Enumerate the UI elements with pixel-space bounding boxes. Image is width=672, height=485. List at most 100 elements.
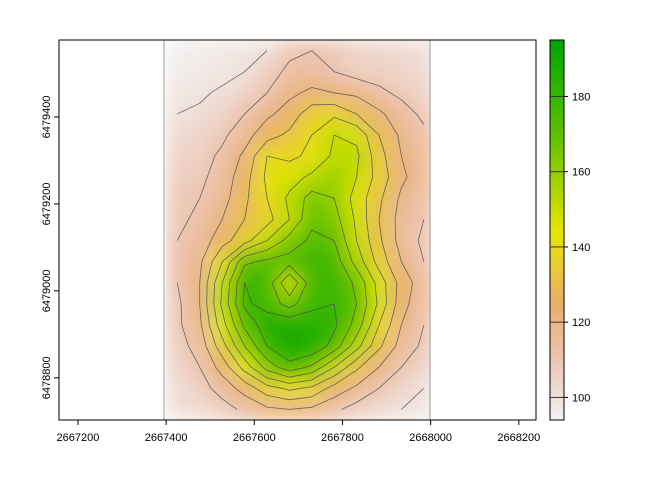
raster-cell (277, 123, 302, 147)
raster-cell (300, 377, 324, 400)
raster-cell (210, 356, 234, 379)
raster-cell (389, 166, 414, 189)
raster-cell (210, 229, 234, 252)
raster-cell (322, 40, 346, 62)
raster-cell (367, 81, 391, 104)
raster-cell (165, 166, 190, 189)
raster-cell (412, 398, 430, 420)
raster-cell (277, 40, 302, 62)
contour-line-150 (220, 134, 378, 384)
raster-cell (389, 377, 414, 400)
raster-cell (344, 335, 369, 358)
raster-cell (210, 81, 234, 104)
x-tick-label: 2667600 (233, 432, 276, 444)
raster-cell (165, 187, 190, 210)
raster-cell (277, 102, 302, 125)
raster-cell (300, 145, 324, 168)
raster-cell (232, 166, 257, 189)
raster-cell (412, 123, 430, 147)
raster-cell (389, 123, 414, 147)
raster-cell (232, 356, 257, 379)
raster-cell (255, 292, 279, 315)
raster-cell (188, 313, 212, 337)
raster-cell (344, 377, 369, 400)
raster-cell (165, 123, 190, 147)
raster-cell (412, 229, 430, 252)
raster-cell (188, 81, 212, 104)
raster-cell (300, 229, 324, 252)
raster-cell (412, 271, 430, 294)
raster-cell (210, 40, 234, 62)
raster-cell (232, 40, 257, 62)
raster-cell (210, 187, 234, 210)
raster-cell (255, 250, 279, 273)
contour-line-180 (242, 282, 338, 362)
raster-cell (188, 377, 212, 400)
raster-cell (255, 166, 279, 189)
raster-cell (367, 60, 391, 83)
raster-cell (255, 60, 279, 83)
raster-cell (367, 40, 391, 62)
raster-cell (412, 187, 430, 210)
contour-line-100 (177, 50, 425, 410)
raster-cell (210, 102, 234, 125)
raster-cell (277, 335, 302, 358)
raster-cell (367, 145, 391, 168)
legend-tick-label: 160 (572, 167, 590, 179)
legend-tick-label: 100 (572, 392, 590, 404)
raster-cell (322, 145, 346, 168)
y-axis: 6478800 6479000 6479200 6479400 (41, 96, 59, 399)
raster-cell (188, 102, 212, 125)
raster-cell (277, 145, 302, 168)
raster-cell (277, 271, 302, 294)
raster-cell (322, 166, 346, 189)
raster-cell (300, 60, 324, 83)
raster-cell (165, 377, 190, 400)
raster-cell (210, 313, 234, 337)
plot-frame (58, 39, 537, 421)
raster-cell (322, 398, 346, 420)
raster-cell (412, 145, 430, 168)
x-tick-label: 2667400 (145, 432, 188, 444)
raster-cell (322, 271, 346, 294)
raster-cell (412, 250, 430, 273)
raster-cell (277, 187, 302, 210)
raster-cell (367, 356, 391, 379)
raster-cell (277, 313, 302, 337)
raster-cell (232, 271, 257, 294)
raster-cell (344, 123, 369, 147)
raster-cell (367, 398, 391, 420)
raster-cell (165, 398, 190, 420)
raster-cell (344, 356, 369, 379)
raster-cell (210, 398, 234, 420)
x-tick-label: 2667800 (321, 432, 364, 444)
contour-line-120 (199, 87, 413, 410)
raster-cell (188, 40, 212, 62)
raster-cell (344, 81, 369, 104)
raster-cell (165, 250, 190, 273)
raster-cell (255, 271, 279, 294)
raster-cell (412, 356, 430, 379)
contour-line-110 (176, 50, 425, 410)
raster-cell (210, 166, 234, 189)
raster-cell (389, 292, 414, 315)
legend-tick-label: 180 (572, 91, 590, 103)
raster-cell (344, 208, 369, 231)
raster-cell (412, 335, 430, 358)
raster-cell (300, 166, 324, 189)
raster-cell (322, 208, 346, 231)
raster-cell (188, 166, 212, 189)
raster-cell (277, 166, 302, 189)
raster-cell (232, 377, 257, 400)
raster-cell (165, 335, 190, 358)
raster-cell (412, 292, 430, 315)
raster-cell (389, 102, 414, 125)
raster-cell (255, 208, 279, 231)
raster-cell (322, 335, 346, 358)
raster-cell (165, 81, 190, 104)
raster-cell (389, 60, 414, 83)
raster-cell (412, 81, 430, 104)
raster-cell (412, 377, 430, 400)
raster-cell (255, 123, 279, 147)
